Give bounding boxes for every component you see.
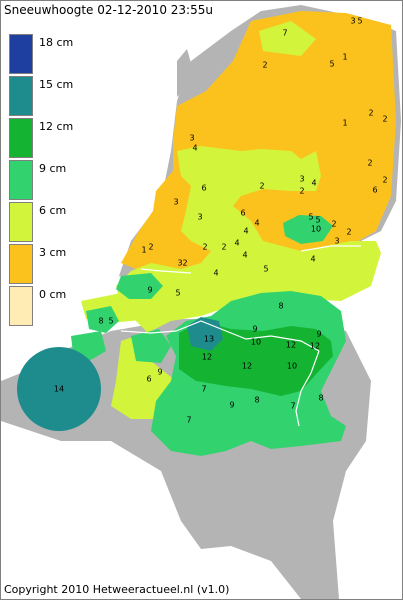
station-value: 9: [229, 401, 234, 410]
station-value: 14: [54, 385, 64, 394]
station-value: 7: [282, 29, 287, 38]
station-value: 3: [197, 213, 202, 222]
station-value: 4: [242, 251, 247, 260]
station-value: 2: [367, 159, 372, 168]
station-value: 6: [146, 375, 151, 384]
legend-swatch: [9, 244, 33, 284]
station-value: 12: [310, 342, 320, 351]
station-value: 4: [213, 269, 218, 278]
station-value: 2: [182, 259, 187, 268]
legend-swatch: [9, 34, 33, 74]
station-value: 1: [342, 119, 347, 128]
station-value: 8: [278, 302, 283, 311]
station-value: 8: [254, 396, 259, 405]
legend-swatch: [9, 202, 33, 242]
station-value: 10: [311, 225, 321, 234]
station-value: 4: [192, 144, 197, 153]
legend-label: 12 cm: [39, 120, 74, 133]
map-title: Sneeuwhoogte 02-12-2010 23:55u: [4, 3, 213, 17]
station-value: 2: [259, 182, 264, 191]
station-value: 10: [287, 362, 297, 371]
station-value: 1: [342, 53, 347, 62]
station-value: 12: [286, 341, 296, 350]
station-value: 1: [141, 246, 146, 255]
station-value: 9: [316, 330, 321, 339]
station-value: 5: [315, 216, 320, 225]
station-value: 2: [221, 243, 226, 252]
station-value: 3: [189, 134, 194, 143]
borders: [120, 245, 361, 427]
station-value: 13: [204, 335, 214, 344]
station-value: 10: [251, 338, 261, 347]
station-value: 7: [201, 385, 206, 394]
station-value: 12: [202, 353, 212, 362]
legend-label: 15 cm: [39, 78, 74, 91]
station-value: 3: [173, 198, 178, 207]
legend-label: 3 cm: [39, 246, 67, 259]
station-value: 2: [382, 176, 387, 185]
station-value: 7: [186, 416, 191, 425]
station-value: 3: [299, 175, 304, 184]
station-value: 4: [310, 255, 315, 264]
station-value: 3: [177, 259, 182, 268]
station-value: 2: [368, 109, 373, 118]
station-value: 2: [346, 228, 351, 237]
station-value: 6: [372, 186, 377, 195]
legend-swatch: [9, 118, 33, 158]
station-value: 2: [331, 220, 336, 229]
station-value: 4: [311, 179, 316, 188]
station-value: 9: [147, 286, 152, 295]
station-value: 4: [254, 219, 259, 228]
station-value: 8: [98, 317, 103, 326]
station-value: 3: [350, 17, 355, 26]
station-value: 6: [240, 209, 245, 218]
legend-swatch: [9, 286, 33, 326]
legend-label: 18 cm: [39, 36, 74, 49]
legend-label: 0 cm: [39, 288, 67, 301]
legend-swatch: [9, 160, 33, 200]
legend-label: 6 cm: [39, 204, 67, 217]
station-value: 2: [148, 243, 153, 252]
station-value: 5: [108, 317, 113, 326]
station-value: 5: [329, 60, 334, 69]
station-value: 6: [201, 184, 206, 193]
station-value: 2: [299, 187, 304, 196]
station-value: 9: [157, 368, 162, 377]
station-value: 5: [175, 289, 180, 298]
station-value: 5: [357, 17, 362, 26]
station-value: 9: [252, 325, 257, 334]
station-value: 5: [263, 265, 268, 274]
station-value: 8: [318, 394, 323, 403]
station-value: 3: [334, 237, 339, 246]
station-value: 12: [242, 362, 252, 371]
legend-label: 9 cm: [39, 162, 67, 175]
station-value: 7: [290, 402, 295, 411]
station-value: 4: [243, 227, 248, 236]
copyright: Copyright 2010 Hetweeractueel.nl (v1.0): [4, 583, 230, 596]
station-value: 4: [234, 239, 239, 248]
station-value: 2: [262, 61, 267, 70]
station-value: 5: [308, 213, 313, 222]
station-value: 2: [382, 115, 387, 124]
legend-swatch: [9, 76, 33, 116]
station-value: 2: [202, 243, 207, 252]
